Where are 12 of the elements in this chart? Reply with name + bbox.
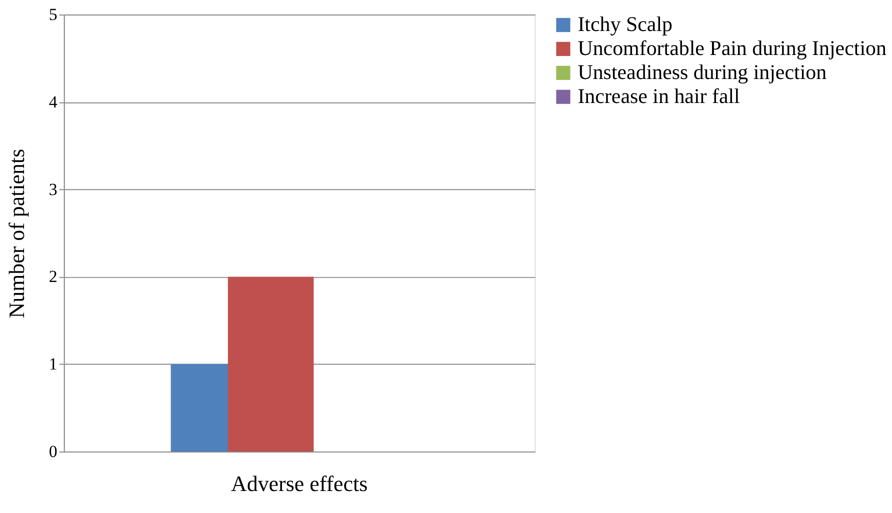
y-tick-label: 0 [48, 442, 58, 462]
y-tick-label: 3 [48, 180, 58, 199]
y-axis-title: Number of patients [4, 148, 29, 318]
legend-label: Increase in hair fall [578, 84, 740, 108]
x-tick-label: Adverse effects [231, 470, 368, 496]
legend-label: Itchy Scalp [578, 12, 672, 36]
y-tick-label: 2 [48, 267, 58, 286]
legend-label: Uncomfortable Pain during Injection [578, 36, 887, 60]
legend-label: Unsteadiness during injection [578, 60, 828, 84]
y-tick-label: 5 [48, 5, 58, 24]
y-tick-label: 1 [48, 354, 58, 374]
y-tick-label: 4 [48, 92, 58, 112]
